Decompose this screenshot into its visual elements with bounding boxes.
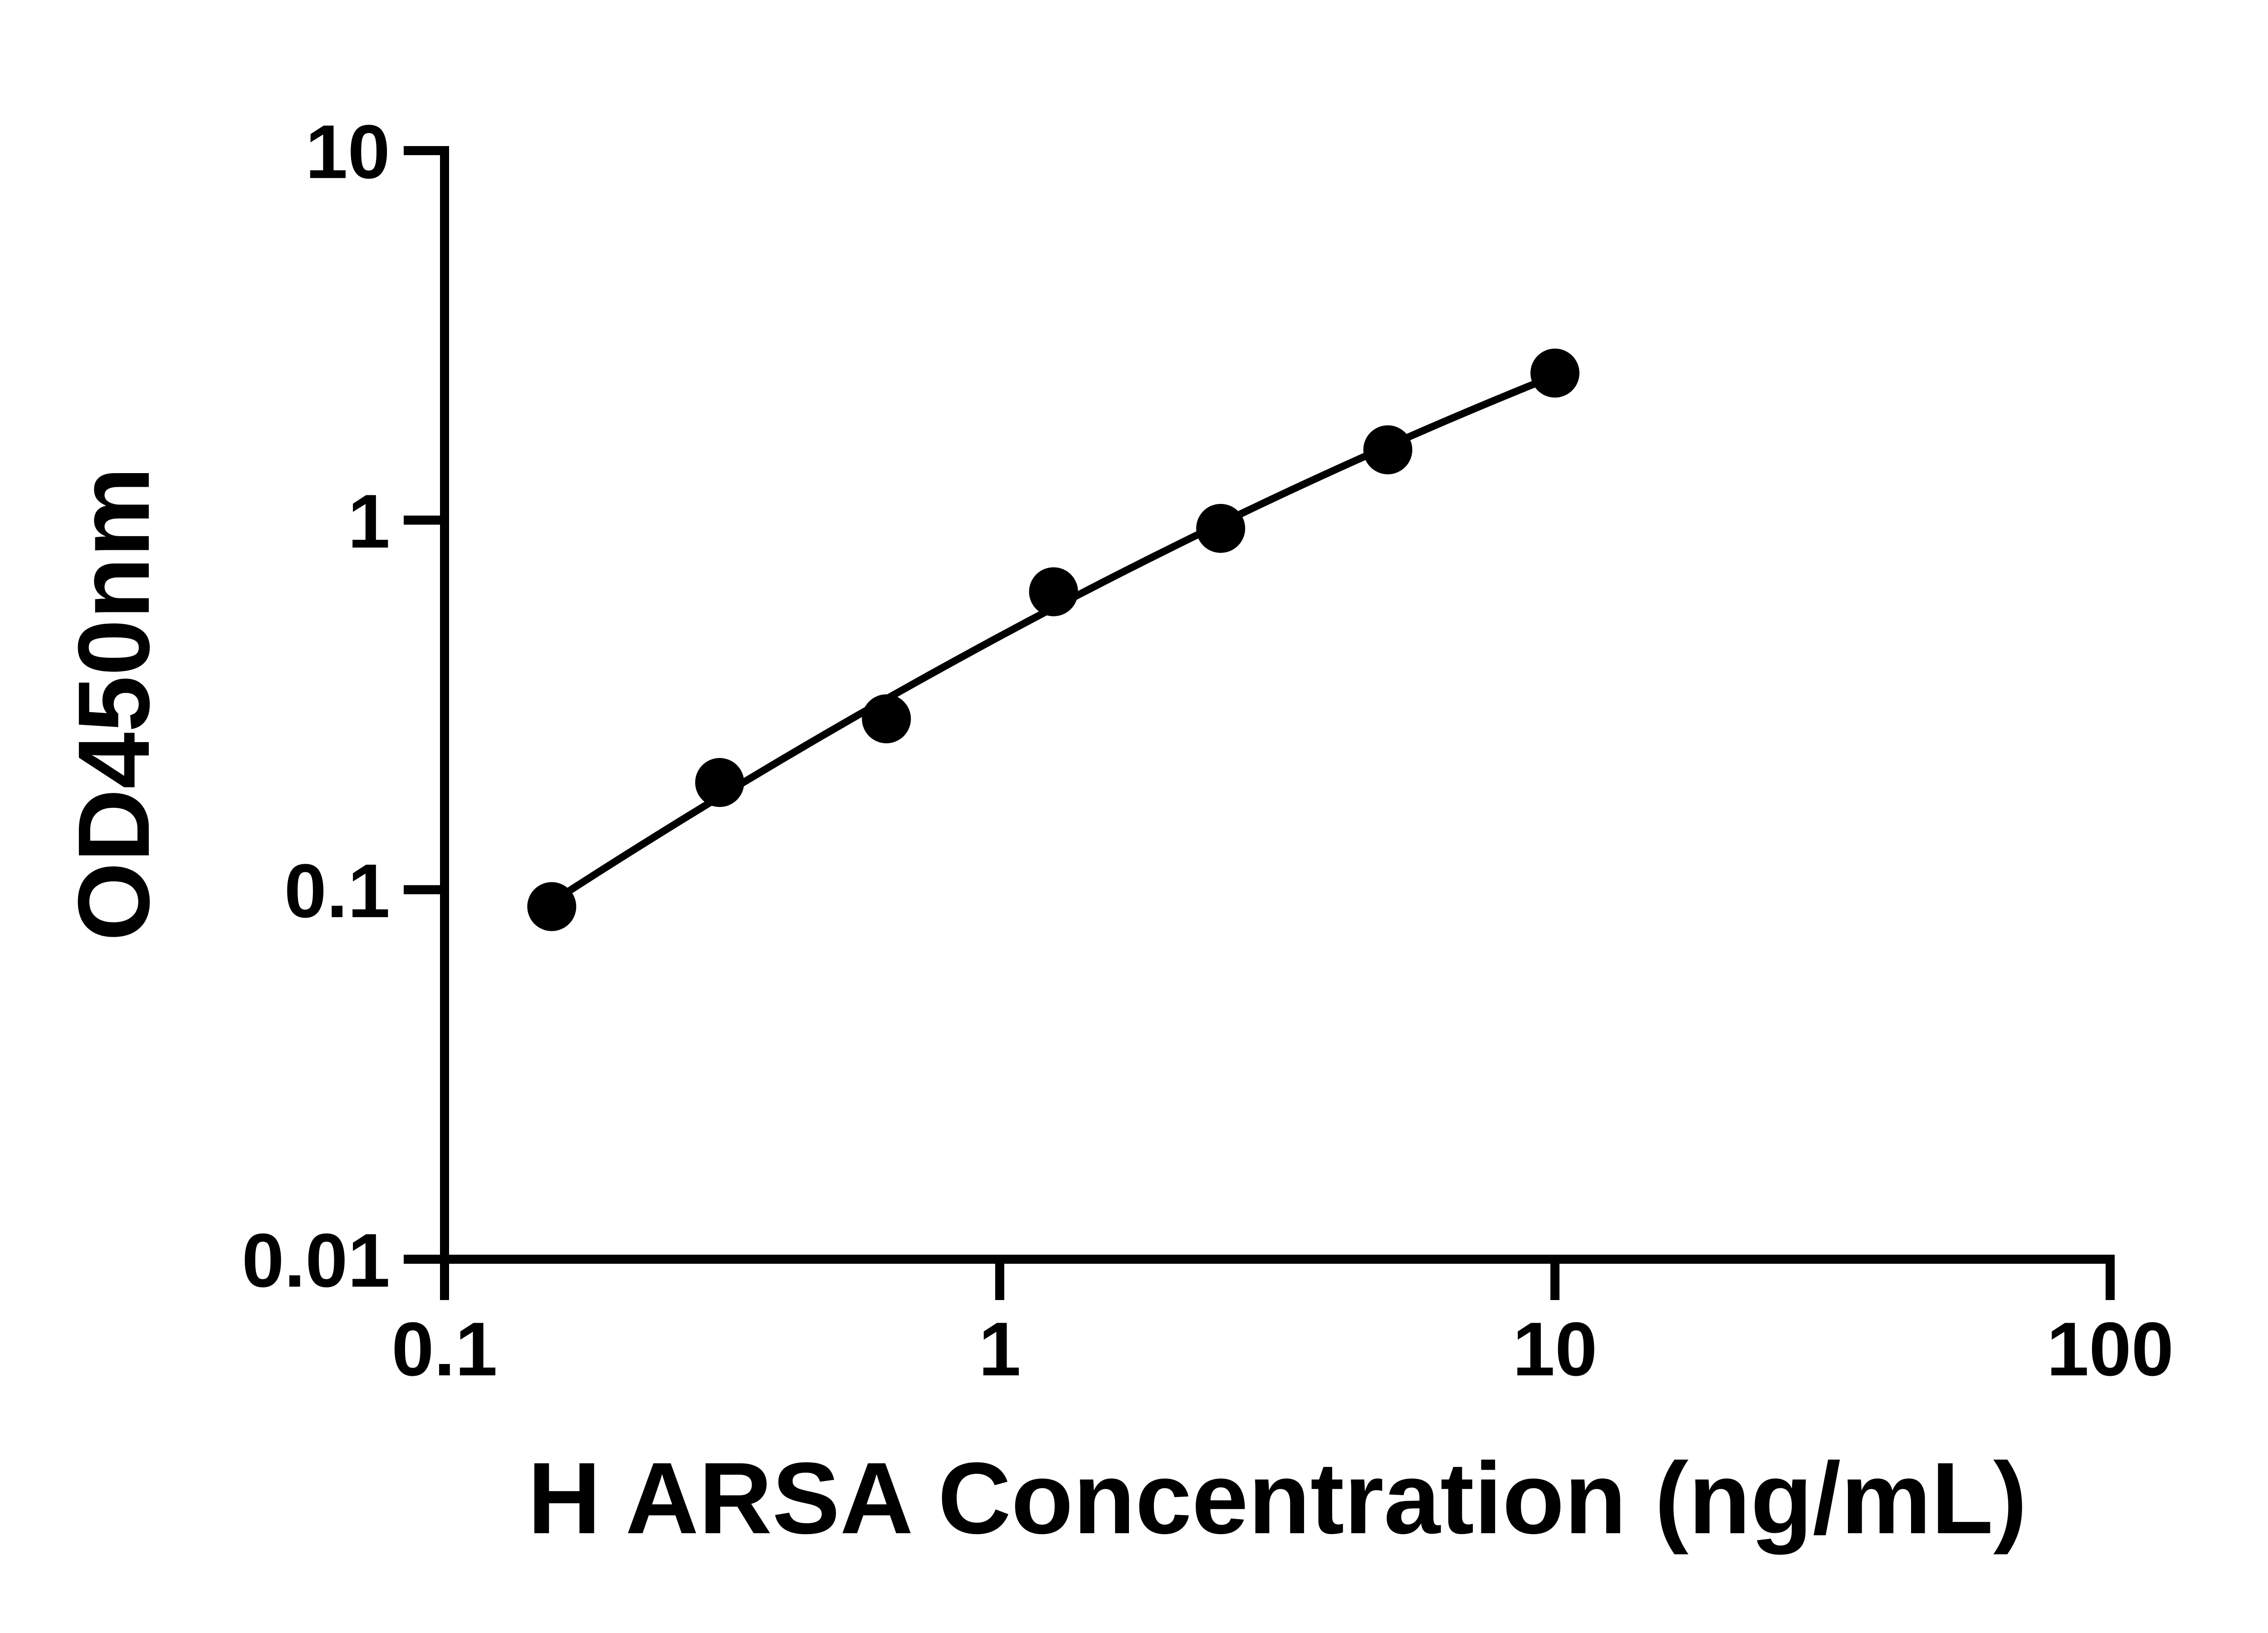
x-tick-label: 10 — [1513, 1306, 1598, 1392]
data-point — [527, 882, 577, 931]
x-tick-label: 0.1 — [391, 1306, 498, 1392]
y-tick-label: 0.01 — [242, 1217, 390, 1303]
y-tick-label: 1 — [348, 479, 390, 564]
y-tick-label: 10 — [305, 109, 390, 194]
x-axis-title: H ARSA Concentration (ng/mL) — [528, 1442, 2027, 1555]
x-tick-label: 1 — [978, 1306, 1021, 1392]
data-point — [1363, 425, 1413, 474]
data-point — [862, 694, 911, 743]
data-point — [1196, 504, 1246, 553]
data-point — [1029, 567, 1078, 616]
data-point — [695, 758, 744, 807]
x-tick-label: 100 — [2047, 1306, 2174, 1392]
y-tick-label: 0.1 — [284, 848, 390, 934]
y-axis-title: OD450nm — [57, 467, 171, 941]
data-point — [1530, 348, 1579, 398]
